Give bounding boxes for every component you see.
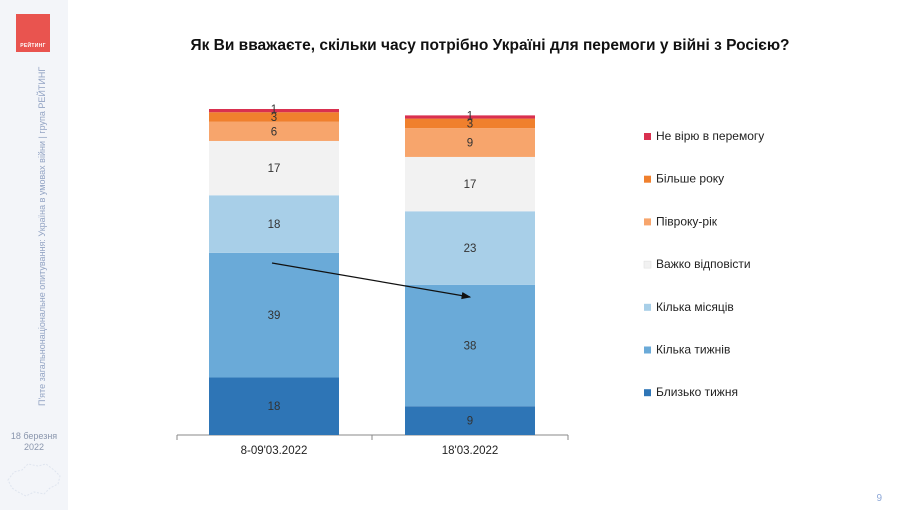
bar-segment-1-5 [405, 118, 535, 129]
survey-date: 18 березня 2022 [2, 431, 66, 453]
page-number: 9 [876, 493, 882, 504]
data-label-0-2: 18 [268, 219, 281, 231]
sidebar: РЕЙТИНГ П'яте загальнонаціональне опитув… [0, 0, 68, 510]
legend-swatch-1 [644, 175, 651, 183]
bar-segment-0-4 [209, 121, 339, 141]
brand-logo: РЕЙТИНГ [16, 14, 50, 52]
data-label-1-0: 9 [467, 416, 473, 428]
bar-segment-1-1 [405, 284, 535, 407]
brand-logo-text: РЕЙТИНГ [20, 43, 46, 49]
data-label-0-5: 3 [271, 112, 277, 124]
legend-swatch-4 [644, 303, 651, 311]
legend-label-5: Кілька тижнів [656, 343, 730, 357]
chart-title: Як Ви вважаєте, скільки часу потрібно Ук… [190, 37, 790, 54]
legend-swatch-3 [643, 260, 652, 269]
data-label-1-2: 23 [464, 243, 477, 255]
ukraine-map-icon [7, 463, 61, 497]
legend-label-4: Кілька місяців [656, 300, 734, 314]
legend-swatch-0 [644, 133, 651, 140]
survey-date-year: 2022 [23, 442, 45, 452]
data-label-1-1: 38 [464, 341, 477, 353]
legend-label-0: Не вірю в перемогу [656, 129, 764, 143]
legend-label-1: Більше року [656, 172, 724, 186]
bar-segment-1-3 [405, 156, 535, 212]
legend-swatch-5 [644, 346, 651, 354]
data-label-0-3: 17 [268, 163, 281, 175]
bar-segment-0-2 [209, 195, 339, 253]
bar-segment-0-1 [209, 252, 339, 378]
bar-segment-0-3 [209, 140, 339, 196]
data-label-1-3: 17 [464, 179, 477, 191]
data-label-0-6: 1 [271, 104, 277, 116]
data-label-1-5: 3 [467, 118, 473, 130]
bar-segment-0-0 [209, 377, 339, 435]
data-label-1-4: 9 [467, 138, 473, 150]
legend-label-2: Півроку-рік [656, 214, 718, 228]
legend-swatch-2 [644, 218, 651, 226]
data-label-0-0: 18 [268, 401, 281, 413]
legend-label-6: Близько тижня [656, 385, 738, 399]
survey-date-day: 18 березня [10, 431, 58, 441]
x-tick-label-0: 8-09'03.2022 [241, 445, 308, 457]
bar-segment-1-0 [405, 406, 535, 435]
data-label-0-4: 6 [271, 126, 277, 138]
bar-segment-0-6 [209, 109, 339, 113]
bar-segment-1-6 [405, 115, 535, 119]
trend-arrow [271, 262, 472, 300]
legend-label-3: Важко відповісти [656, 257, 751, 271]
data-label-1-6: 1 [467, 110, 473, 122]
x-tick-label-1: 18'03.2022 [442, 445, 499, 457]
bar-segment-1-2 [405, 211, 535, 285]
bar-segment-0-5 [209, 112, 339, 122]
legend-swatch-6 [644, 389, 651, 397]
data-label-0-1: 39 [268, 310, 281, 322]
bar-segment-1-4 [405, 128, 535, 157]
